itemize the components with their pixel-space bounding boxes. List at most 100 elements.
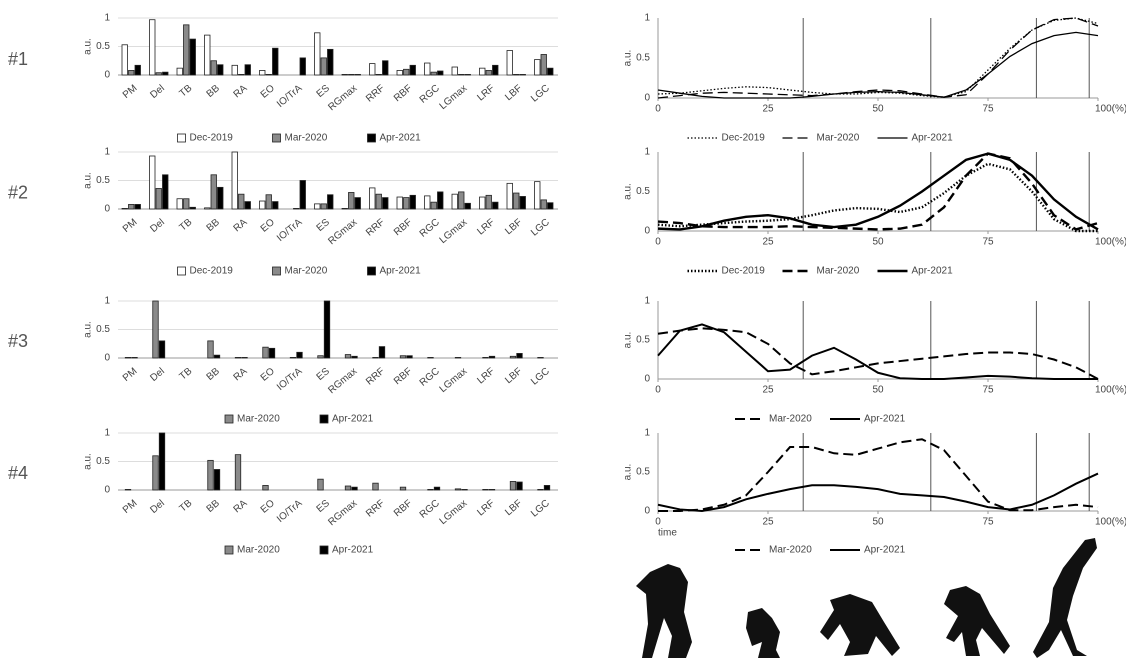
x-tick-label: 100(%) xyxy=(1095,385,1126,396)
bar xyxy=(485,194,492,210)
y-tick-label: 0.5 xyxy=(636,335,650,346)
bar xyxy=(124,489,132,491)
y-tick-label: 0 xyxy=(644,506,650,517)
bar xyxy=(547,67,554,76)
bar xyxy=(327,48,334,76)
x-tick-label: RBF xyxy=(392,217,414,238)
silhouettes xyxy=(636,538,1097,658)
bar xyxy=(464,74,471,76)
bar xyxy=(289,357,297,359)
x-tick-label: IO/TrA xyxy=(275,498,305,525)
y-tick-label: 1 xyxy=(104,13,110,24)
bar xyxy=(547,202,554,210)
x-tick-label: 0 xyxy=(655,385,661,396)
y-axis-label: a.u. xyxy=(83,453,94,470)
bar xyxy=(323,300,331,359)
legend-label: Dec-2019 xyxy=(722,133,766,144)
legend-label: Dec-2019 xyxy=(190,133,234,144)
bar xyxy=(372,482,379,491)
legend-swatch xyxy=(367,266,376,276)
bar xyxy=(540,54,547,76)
bar xyxy=(272,201,279,210)
bar xyxy=(210,60,217,76)
x-tick-label: BB xyxy=(205,498,223,515)
x-tick-label: 75 xyxy=(982,104,994,115)
x-tick-label: LGmax xyxy=(438,366,470,395)
silhouette xyxy=(820,594,900,656)
x-tick-label: RGmax xyxy=(326,498,359,528)
x-axis-label: time xyxy=(658,528,677,539)
x-tick-label: LRF xyxy=(475,83,497,104)
x-tick-label: RBF xyxy=(392,83,414,104)
legend-label: Apr-2021 xyxy=(332,414,374,425)
legend-label: Mar-2020 xyxy=(285,133,328,144)
bar xyxy=(537,357,544,359)
x-tick-label: LGmax xyxy=(438,217,470,246)
bar xyxy=(348,74,355,76)
y-axis-label: a.u. xyxy=(83,38,94,55)
bar xyxy=(162,174,169,210)
bar xyxy=(399,355,407,359)
bar xyxy=(162,71,169,76)
bar xyxy=(433,486,441,491)
bar xyxy=(540,199,547,210)
bar xyxy=(543,485,551,491)
bar xyxy=(509,355,517,359)
y-tick-label: 0 xyxy=(104,353,110,364)
bar xyxy=(265,194,272,210)
x-tick-label: 25 xyxy=(762,385,774,396)
bar xyxy=(262,346,269,359)
y-tick-label: 0 xyxy=(104,204,110,215)
bar xyxy=(217,186,224,210)
x-tick-label: LGmax xyxy=(438,83,470,112)
x-tick-label: ES xyxy=(315,83,333,100)
bar xyxy=(296,351,303,359)
bar xyxy=(314,203,321,210)
bar xyxy=(259,70,266,76)
x-tick-label: IO/TrA xyxy=(275,366,305,393)
x-tick-label: BB xyxy=(205,366,223,383)
bar xyxy=(396,70,403,76)
bar xyxy=(134,204,141,210)
bar xyxy=(458,74,465,76)
bar xyxy=(293,208,300,210)
legend-label: Mar-2020 xyxy=(817,133,860,144)
bar xyxy=(479,67,486,76)
x-tick-label: 50 xyxy=(872,517,884,528)
bar xyxy=(375,193,382,210)
series-line xyxy=(657,152,1099,231)
bar xyxy=(183,24,190,76)
row-label: #2 xyxy=(8,182,28,202)
x-tick-label: 25 xyxy=(762,104,774,115)
bar xyxy=(121,44,128,76)
y-tick-label: 1 xyxy=(104,147,110,158)
x-tick-label: LRF xyxy=(475,217,497,238)
bar xyxy=(513,74,520,76)
y-axis-label: a.u. xyxy=(623,332,634,349)
x-tick-label: EO xyxy=(259,217,277,235)
x-tick-label: 50 xyxy=(872,237,884,248)
x-tick-label: RBF xyxy=(392,366,414,387)
x-tick-label: 0 xyxy=(655,237,661,248)
legend-label: Apr-2021 xyxy=(380,133,422,144)
x-tick-label: LGC xyxy=(529,83,552,105)
bar xyxy=(351,486,358,491)
bar xyxy=(492,201,499,210)
bar xyxy=(204,207,211,210)
bar xyxy=(375,74,382,76)
x-tick-label: RRF xyxy=(364,498,387,520)
legend-label: Mar-2020 xyxy=(285,266,328,277)
bar xyxy=(244,64,251,76)
bar xyxy=(369,63,376,76)
series-line xyxy=(657,17,1099,98)
x-tick-label: LRF xyxy=(475,498,497,519)
bar xyxy=(464,202,471,210)
x-tick-label: RRF xyxy=(364,366,387,388)
bar xyxy=(124,357,132,359)
y-tick-label: 0.5 xyxy=(96,175,110,186)
bar xyxy=(265,74,272,76)
x-tick-label: 50 xyxy=(872,385,884,396)
bar xyxy=(430,201,437,210)
x-tick-label: EO xyxy=(259,83,277,101)
series-line xyxy=(657,323,1098,380)
